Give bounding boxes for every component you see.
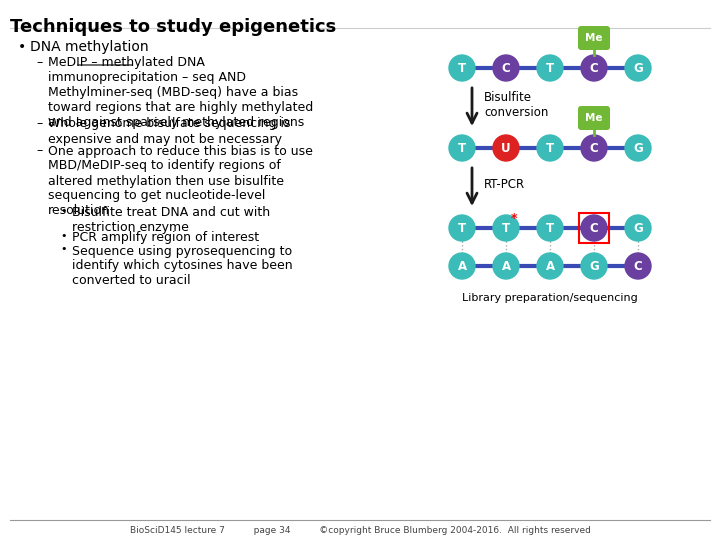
Circle shape [449, 215, 475, 241]
Circle shape [625, 215, 651, 241]
FancyBboxPatch shape [578, 26, 610, 50]
Circle shape [449, 55, 475, 81]
Circle shape [625, 253, 651, 279]
Circle shape [625, 135, 651, 161]
Circle shape [581, 215, 607, 241]
Circle shape [625, 55, 651, 81]
Circle shape [537, 135, 563, 161]
Text: G: G [589, 260, 599, 273]
Bar [579, 213, 609, 243]
Text: G: G [633, 141, 643, 154]
Text: T: T [546, 62, 554, 75]
Text: G: G [633, 221, 643, 234]
Text: C: C [590, 62, 598, 75]
Circle shape [493, 253, 519, 279]
Circle shape [537, 253, 563, 279]
Text: •: • [18, 40, 26, 54]
Circle shape [449, 253, 475, 279]
Text: C: C [634, 260, 642, 273]
Text: C: C [590, 141, 598, 154]
Circle shape [493, 55, 519, 81]
Text: T: T [458, 141, 466, 154]
Text: Library preparation/sequencing: Library preparation/sequencing [462, 293, 638, 303]
FancyBboxPatch shape [578, 106, 610, 130]
Text: PCR amplify region of interest: PCR amplify region of interest [72, 231, 259, 244]
Circle shape [449, 135, 475, 161]
Text: DNA methylation: DNA methylation [30, 40, 148, 54]
Text: Me: Me [585, 33, 603, 43]
Text: A: A [501, 260, 510, 273]
Text: Bisulfite
conversion: Bisulfite conversion [484, 91, 549, 119]
Text: T: T [458, 62, 466, 75]
Circle shape [581, 253, 607, 279]
Text: U: U [501, 141, 510, 154]
Text: MeDIP – methylated DNA
immunoprecipitation – seq AND
Methylminer-seq (MBD-seq) h: MeDIP – methylated DNA immunoprecipitati… [48, 56, 313, 129]
Text: C: C [590, 221, 598, 234]
Circle shape [493, 135, 519, 161]
Text: •: • [60, 231, 66, 241]
Text: Me: Me [585, 113, 603, 123]
Text: *: * [511, 212, 518, 225]
Text: Sequence using pyrosequencing to
identify which cytosines have been
converted to: Sequence using pyrosequencing to identif… [72, 245, 292, 287]
Circle shape [581, 55, 607, 81]
Text: T: T [546, 221, 554, 234]
Text: Techniques to study epigenetics: Techniques to study epigenetics [10, 18, 336, 36]
Text: BioSciD145 lecture 7          page 34          ©copyright Bruce Blumberg 2004-20: BioSciD145 lecture 7 page 34 ©copyright … [130, 526, 590, 535]
Text: •: • [60, 245, 66, 254]
Text: RT-PCR: RT-PCR [484, 179, 525, 192]
Text: Bisulfite treat DNA and cut with
restriction enzyme: Bisulfite treat DNA and cut with restric… [72, 206, 270, 234]
Text: –: – [36, 118, 42, 131]
Text: T: T [458, 221, 466, 234]
Text: T: T [502, 221, 510, 234]
Circle shape [581, 135, 607, 161]
Text: One approach to reduce this bias is to use
MBD/MeDIP-seq to identify regions of
: One approach to reduce this bias is to u… [48, 145, 313, 218]
Circle shape [537, 215, 563, 241]
Text: A: A [457, 260, 467, 273]
Circle shape [493, 215, 519, 241]
Text: A: A [546, 260, 554, 273]
Text: Whole genome bisulfate sequencing is
expensive and may not be necessary: Whole genome bisulfate sequencing is exp… [48, 118, 290, 145]
Text: •: • [60, 206, 66, 216]
Text: T: T [546, 141, 554, 154]
Text: –: – [36, 56, 42, 69]
Text: –: – [36, 145, 42, 158]
Text: C: C [502, 62, 510, 75]
Circle shape [537, 55, 563, 81]
Text: G: G [633, 62, 643, 75]
